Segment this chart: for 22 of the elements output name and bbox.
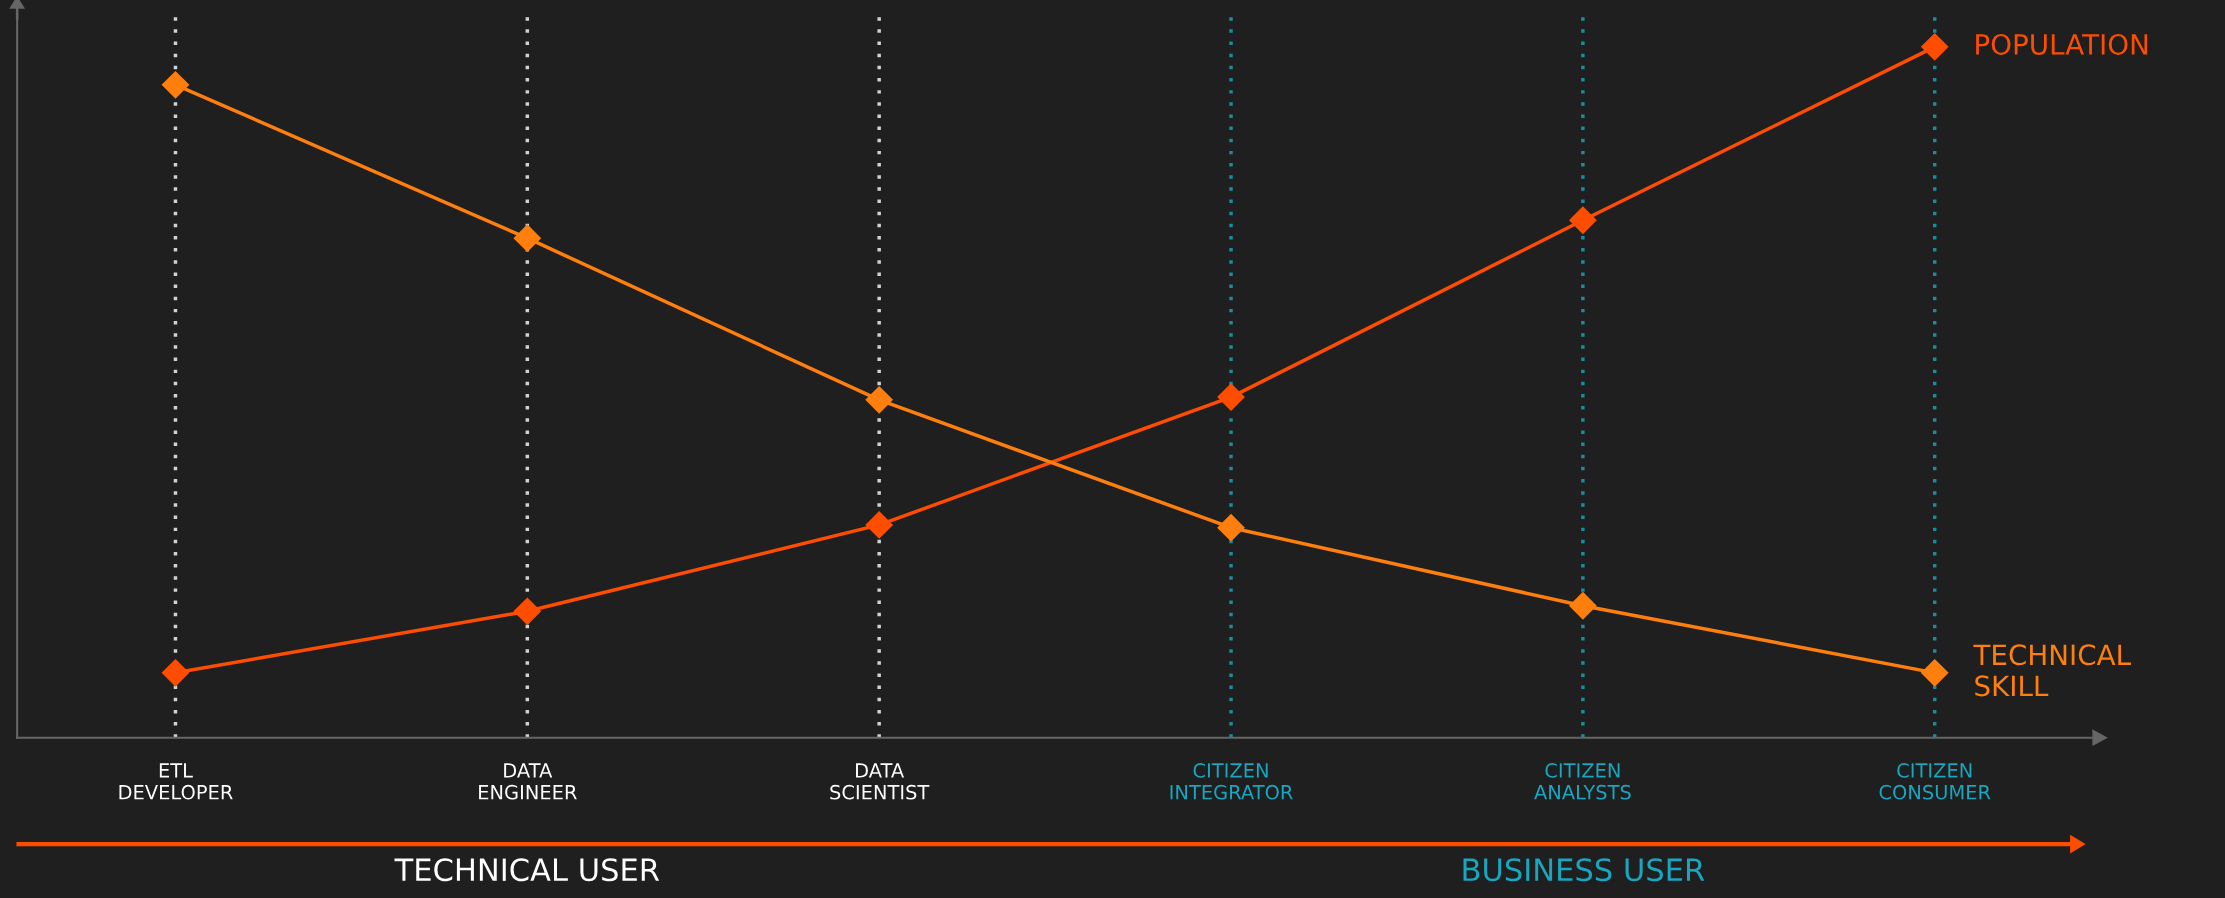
series-label: POPULATION — [1976, 33, 2148, 55]
text: TECHNICAL USER — [394, 858, 660, 882]
x-tick-label: DATA SCIENTIST — [830, 763, 930, 800]
point — [513, 597, 542, 626]
point — [161, 70, 190, 99]
point — [865, 511, 894, 539]
x-tick-label: CITIZEN CONSUMER — [1879, 763, 1991, 800]
series-label: TECHNICAL SKILL — [1973, 644, 2131, 697]
x-tick-label: CITIZEN ANALYSTS — [1534, 763, 1631, 800]
point — [1217, 383, 1245, 411]
point — [1568, 591, 1597, 620]
point — [1920, 658, 1949, 687]
point — [865, 385, 894, 414]
x-tick-label: ETL DEVELOPER — [119, 763, 233, 800]
point — [1568, 206, 1597, 235]
x-tick-label: DATA ENGINEER — [479, 763, 577, 800]
point — [1920, 32, 1949, 61]
point — [513, 224, 542, 253]
x-tick-label: CITIZEN INTEGRATOR — [1170, 763, 1293, 800]
point — [1217, 513, 1245, 542]
text: BUSINESS USER — [1463, 858, 1705, 882]
point — [161, 658, 190, 687]
